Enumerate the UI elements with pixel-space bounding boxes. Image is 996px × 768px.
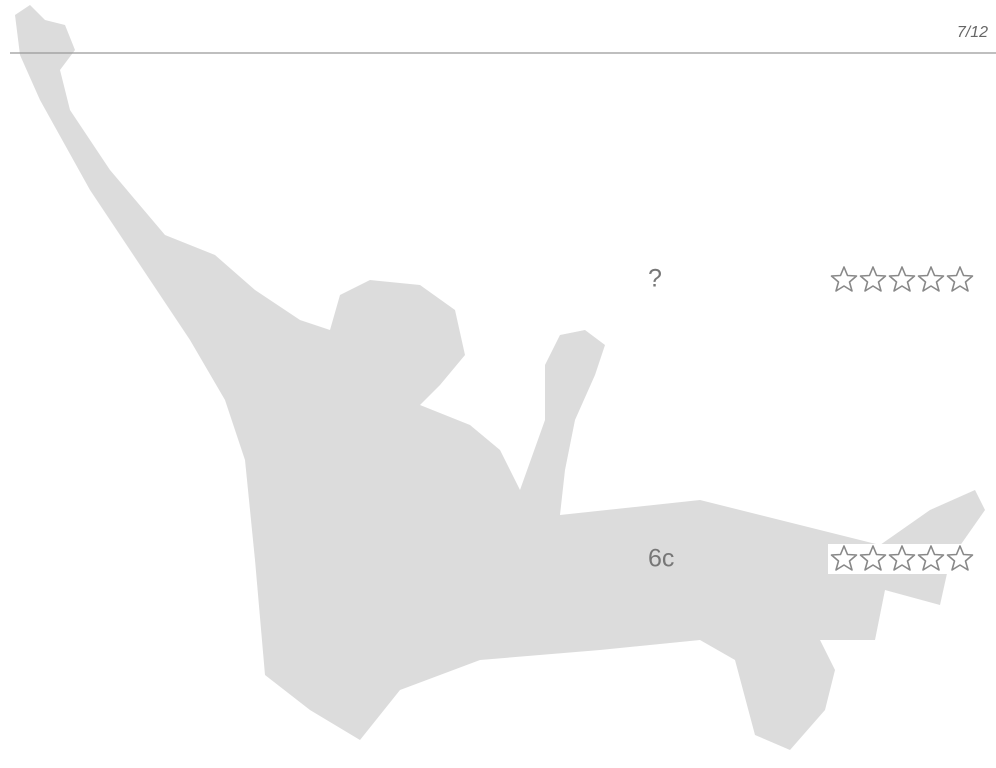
silhouette xyxy=(15,5,985,750)
item-label: ? xyxy=(648,265,662,293)
star-rating[interactable] xyxy=(828,544,976,574)
star[interactable] xyxy=(890,267,915,291)
page: 7/12 ? 6c (() => { const data = JSON.par… xyxy=(0,0,996,763)
star[interactable] xyxy=(861,267,886,291)
screen: 7/12 ? 6c xyxy=(0,0,996,763)
star[interactable] xyxy=(919,267,944,291)
star[interactable] xyxy=(948,267,973,291)
star-rating[interactable] xyxy=(832,267,973,291)
page-counter: 7/12 xyxy=(957,24,988,41)
star[interactable] xyxy=(832,267,857,291)
item-label: 6c xyxy=(648,545,674,573)
